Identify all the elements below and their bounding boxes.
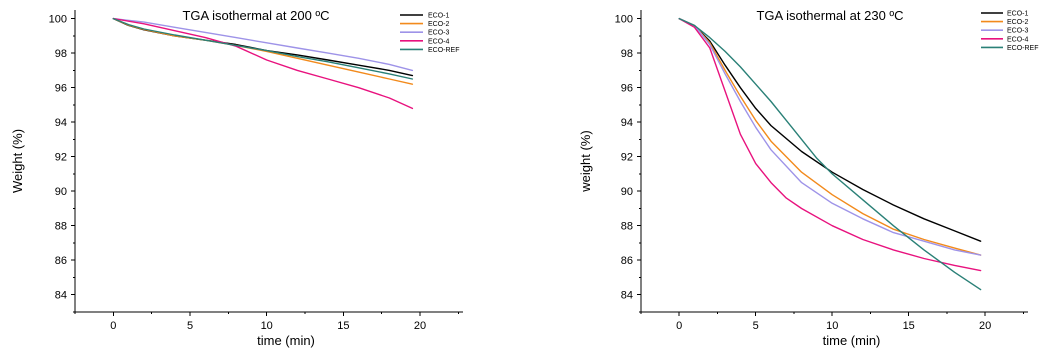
y-tick-label: 86 (621, 255, 633, 267)
x-tick-label: 0 (676, 320, 682, 332)
chart-1: 84 86 88 90 92 94 96 98 100 0 5 10 15 20 TGA isotherma… (10, 8, 463, 348)
legend-label: ECO-3 (1007, 28, 1029, 35)
chart-title: TGA isothermal at 200 ºC (182, 8, 329, 23)
y-tick-label: 84 (55, 290, 67, 302)
legend-label: ECO-4 (1007, 36, 1029, 43)
y-tick-label: 84 (621, 290, 633, 302)
y-tick-label: 100 (615, 14, 633, 26)
x-tick-label: 15 (903, 320, 915, 332)
series-line-eco-2 (678, 17, 982, 256)
series-line-eco-4 (112, 17, 414, 110)
x-tick-label: 0 (110, 320, 116, 332)
x-tick-label: 5 (753, 320, 759, 332)
series-line-eco-1 (678, 17, 982, 242)
series-line-eco-ref (678, 17, 982, 291)
y-tick-label: 92 (55, 152, 67, 164)
y-axis-title: weight (%) (578, 130, 593, 192)
y-tick-label: 94 (621, 117, 633, 129)
series-line-eco-ref (112, 17, 414, 80)
y-tick-label: 98 (55, 48, 67, 60)
chart-title: TGA isothermal at 230 ºC (756, 8, 903, 23)
legend-label: ECO-3 (428, 30, 450, 37)
y-tick-label: 100 (49, 14, 67, 26)
x-tick-label: 10 (261, 320, 273, 332)
x-axis-title: time (min) (823, 333, 881, 348)
y-tick-label: 98 (621, 48, 633, 60)
y-tick-label: 90 (55, 186, 67, 198)
series-line-eco-2 (112, 17, 414, 85)
x-tick-label: 10 (826, 320, 838, 332)
legend-label: ECO-1 (428, 13, 450, 20)
x-axis-title: time (min) (257, 333, 315, 348)
legend-label: ECO-1 (1007, 11, 1029, 18)
y-tick-label: 86 (55, 255, 67, 267)
x-tick-label: 5 (187, 320, 193, 332)
legend-label: ECO-2 (428, 21, 450, 28)
series-line-eco-4 (678, 17, 982, 272)
x-tick-label: 20 (414, 320, 426, 332)
legend-label: ECO-REF (428, 47, 460, 54)
y-tick-label: 88 (55, 221, 67, 233)
y-axis-title: Weight (%) (10, 129, 25, 193)
chart-2: 84 86 88 90 92 94 96 98 100 0 5 10 15 20 TGA isotherma… (578, 8, 1039, 348)
y-tick-label: 92 (621, 152, 633, 164)
y-tick-label: 94 (55, 117, 67, 129)
series-line-eco-3 (112, 17, 414, 72)
series-line-eco-3 (678, 17, 982, 256)
y-tick-label: 90 (621, 186, 633, 198)
y-tick-label: 88 (621, 221, 633, 233)
y-tick-label: 96 (621, 83, 633, 95)
legend-label: ECO-4 (428, 38, 450, 45)
y-tick-label: 96 (55, 83, 67, 95)
x-tick-label: 15 (337, 320, 349, 332)
legend-label: ECO-2 (1007, 19, 1029, 26)
legend-label: ECO-REF (1007, 45, 1039, 52)
x-tick-label: 20 (979, 320, 991, 332)
